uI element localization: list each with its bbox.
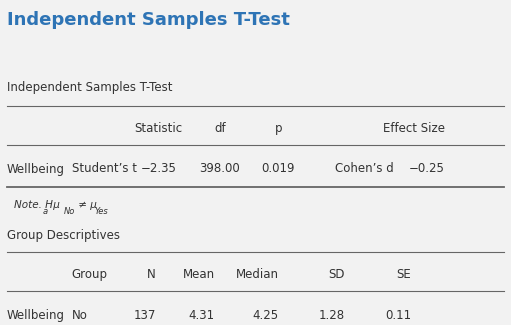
- Text: SE: SE: [397, 268, 411, 281]
- Text: Independent Samples T-Test: Independent Samples T-Test: [7, 81, 172, 94]
- Text: Note. H: Note. H: [14, 200, 53, 210]
- Text: −0.25: −0.25: [409, 162, 445, 176]
- Text: 1.28: 1.28: [319, 309, 345, 322]
- Text: Student’s t: Student’s t: [72, 162, 136, 176]
- Text: Group: Group: [72, 268, 107, 281]
- Text: 398.00: 398.00: [199, 162, 240, 176]
- Text: Independent Samples T-Test: Independent Samples T-Test: [7, 11, 290, 29]
- Text: 137: 137: [133, 309, 156, 322]
- Text: ≠ μ: ≠ μ: [75, 200, 97, 210]
- Text: p: p: [275, 122, 282, 135]
- Text: No: No: [63, 207, 75, 216]
- Text: Cohen’s d: Cohen’s d: [335, 162, 393, 176]
- Text: Yes: Yes: [95, 207, 108, 216]
- Text: 0.11: 0.11: [385, 309, 411, 322]
- Text: N: N: [147, 268, 156, 281]
- Text: Statistic: Statistic: [134, 122, 182, 135]
- Text: Wellbeing: Wellbeing: [7, 162, 65, 176]
- Text: Effect Size: Effect Size: [383, 122, 445, 135]
- Text: 0.019: 0.019: [262, 162, 295, 176]
- Text: Wellbeing: Wellbeing: [7, 309, 65, 322]
- Text: df: df: [214, 122, 225, 135]
- Text: Median: Median: [236, 268, 278, 281]
- Text: −2.35: −2.35: [141, 162, 176, 176]
- Text: μ: μ: [50, 200, 59, 210]
- Text: a: a: [43, 207, 48, 216]
- Text: 4.25: 4.25: [252, 309, 278, 322]
- Text: Group Descriptives: Group Descriptives: [7, 229, 120, 242]
- Text: 4.31: 4.31: [189, 309, 215, 322]
- Text: SD: SD: [329, 268, 345, 281]
- Text: Mean: Mean: [182, 268, 215, 281]
- Text: No: No: [72, 309, 87, 322]
